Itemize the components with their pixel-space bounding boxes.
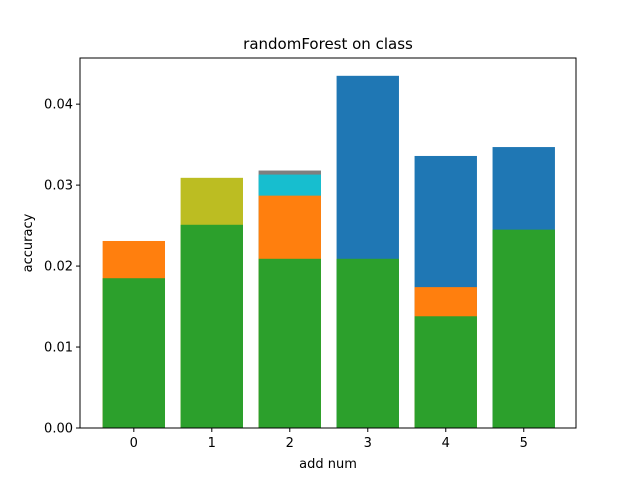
y-tick-label: 0.02 <box>44 260 73 275</box>
x-tick-label: 0 <box>130 436 138 451</box>
bar <box>336 258 399 428</box>
bar <box>492 229 555 428</box>
axes-frame <box>79 57 577 429</box>
x-tick-label: 5 <box>520 436 528 451</box>
y-tick-label: 0.01 <box>44 341 73 356</box>
y-tick-label: 0.03 <box>44 179 73 194</box>
bar <box>102 278 166 428</box>
y-tick-label: 0.04 <box>44 98 73 113</box>
bar <box>258 258 321 428</box>
bar <box>180 224 243 428</box>
bar <box>414 316 477 428</box>
x-tick-label: 4 <box>442 436 450 451</box>
x-tick-label: 2 <box>286 436 294 451</box>
x-axis-label: add num <box>299 457 357 472</box>
x-tick-label: 1 <box>208 436 216 451</box>
y-axis-label: accuracy <box>21 213 36 272</box>
x-tick-label: 3 <box>364 436 372 451</box>
y-tick-label: 0.00 <box>44 422 73 437</box>
chart-title: randomForest on class <box>243 35 413 53</box>
